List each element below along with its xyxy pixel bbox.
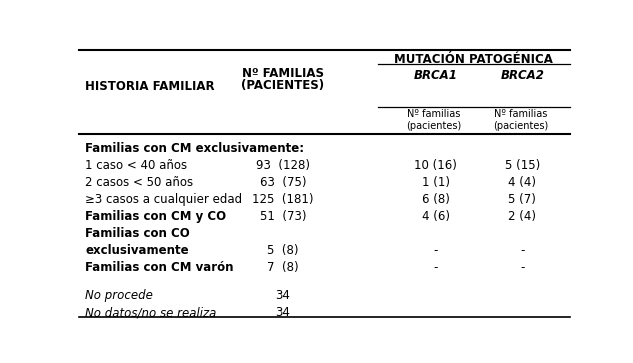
Text: 125  (181): 125 (181) (252, 193, 314, 206)
Text: 2 casos < 50 años: 2 casos < 50 años (85, 176, 194, 189)
Text: Familias con CM varón: Familias con CM varón (85, 261, 234, 274)
Text: 34: 34 (275, 290, 291, 302)
Text: 5 (7): 5 (7) (508, 193, 536, 206)
Text: Nº FAMILIAS: Nº FAMILIAS (242, 67, 324, 79)
Text: Familias con CM exclusivamente:: Familias con CM exclusivamente: (85, 142, 304, 155)
Text: -: - (434, 261, 438, 274)
Text: 10 (16): 10 (16) (414, 159, 457, 172)
Text: 1 (1): 1 (1) (422, 176, 449, 189)
Text: 63  (75): 63 (75) (260, 176, 306, 189)
Text: Familias con CO: Familias con CO (85, 227, 190, 240)
Text: -: - (520, 261, 525, 274)
Text: BRCA2: BRCA2 (501, 69, 544, 82)
Text: HISTORIA FAMILIAR: HISTORIA FAMILIAR (85, 80, 215, 93)
Text: 6 (8): 6 (8) (422, 193, 449, 206)
Text: 34: 34 (275, 306, 291, 319)
Text: 5  (8): 5 (8) (267, 244, 299, 257)
Text: No datos/no se realiza: No datos/no se realiza (85, 306, 216, 319)
Text: (PACIENTES): (PACIENTES) (241, 79, 325, 92)
Text: Nº familias
(pacientes): Nº familias (pacientes) (493, 109, 549, 131)
Text: BRCA1: BRCA1 (414, 69, 458, 82)
Text: Familias con CM y CO: Familias con CM y CO (85, 210, 227, 223)
Text: No procede: No procede (85, 290, 153, 302)
Text: ≥3 casos a cualquier edad: ≥3 casos a cualquier edad (85, 193, 242, 206)
Text: -: - (434, 244, 438, 257)
Text: 4 (6): 4 (6) (422, 210, 449, 223)
Text: 1 caso < 40 años: 1 caso < 40 años (85, 159, 187, 172)
Text: 2 (4): 2 (4) (508, 210, 536, 223)
Text: 4 (4): 4 (4) (508, 176, 536, 189)
Text: -: - (520, 244, 525, 257)
Text: 5 (15): 5 (15) (505, 159, 540, 172)
Text: 93  (128): 93 (128) (256, 159, 310, 172)
Text: Nº familias
(pacientes): Nº familias (pacientes) (406, 109, 461, 131)
Text: 7  (8): 7 (8) (267, 261, 299, 274)
Text: 51  (73): 51 (73) (260, 210, 306, 223)
Text: MUTACIÓN PATOGÉNICA: MUTACIÓN PATOGÉNICA (394, 53, 553, 66)
Text: exclusivamente: exclusivamente (85, 244, 189, 257)
